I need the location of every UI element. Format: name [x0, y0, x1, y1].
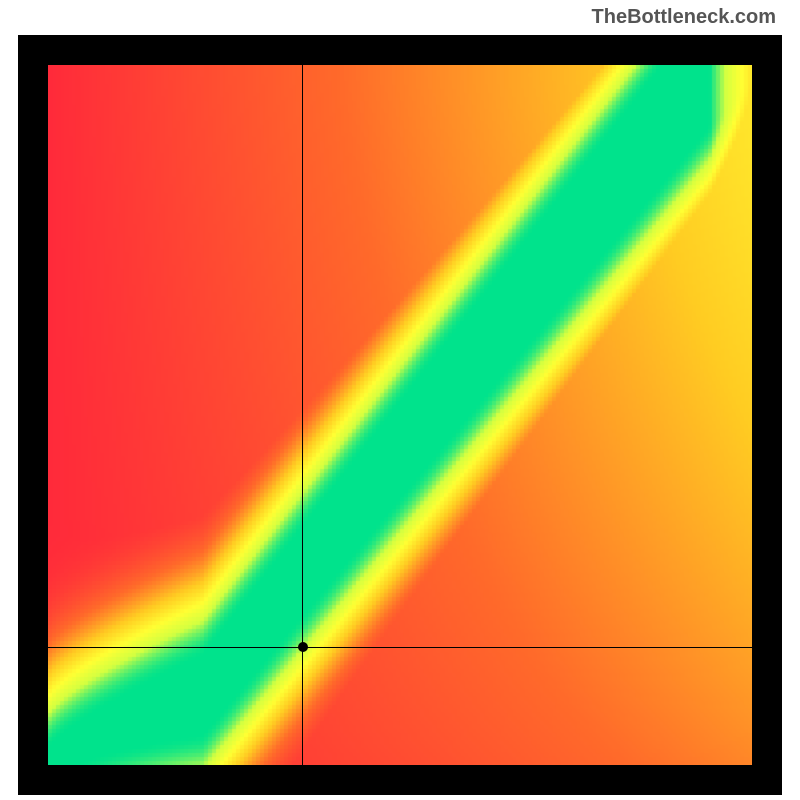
crosshair-vertical	[302, 65, 303, 765]
heatmap-plot	[48, 65, 752, 765]
attribution-text: TheBottleneck.com	[592, 6, 776, 29]
heatmap-canvas	[48, 65, 752, 765]
crosshair-horizontal	[48, 647, 752, 648]
chart-frame	[18, 35, 782, 795]
root-container: TheBottleneck.com	[0, 0, 800, 800]
